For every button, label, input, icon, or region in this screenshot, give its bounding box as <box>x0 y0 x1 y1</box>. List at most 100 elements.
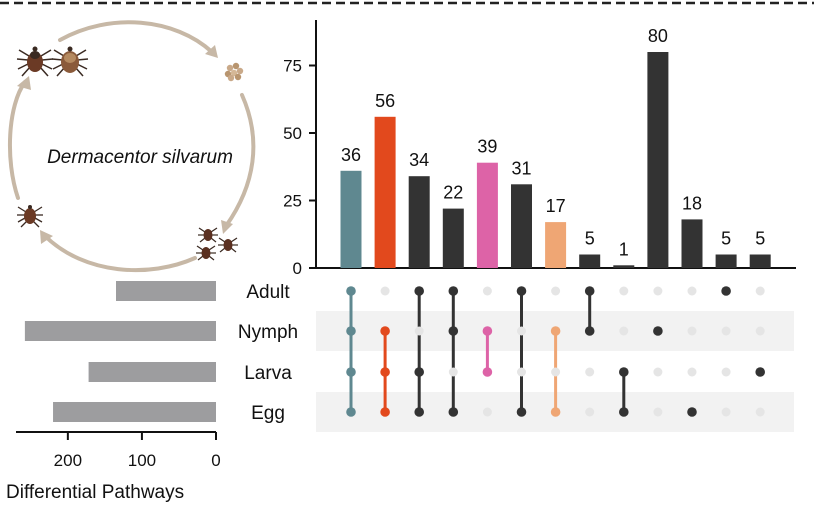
matrix-dot-active <box>346 326 356 336</box>
matrix-dot-inactive <box>721 367 731 377</box>
matrix-dot-inactive <box>517 367 526 377</box>
matrix-dot-inactive <box>687 326 697 336</box>
y-tick-label: 75 <box>283 57 302 76</box>
matrix-dot-active <box>653 326 663 336</box>
matrix-dot-active <box>721 286 731 296</box>
matrix-dot-active <box>448 286 459 296</box>
intersection-y-ticks: 0 25 50 75 <box>283 57 316 278</box>
set-size-bar <box>116 281 216 301</box>
matrix-dot-active <box>346 407 356 417</box>
bar-value-label: 31 <box>511 158 531 178</box>
matrix-dot-active <box>584 326 595 336</box>
intersection-bar <box>511 184 532 268</box>
bar-value-label: 80 <box>648 26 668 46</box>
matrix-dot-active <box>619 407 629 417</box>
nymph-tick-icon <box>17 205 43 228</box>
matrix-dot-inactive <box>380 286 390 296</box>
matrix-dot-inactive <box>755 407 765 417</box>
intersection-bars: 36 56 34 22 39 31 17 5 1 80 18 5 5 <box>340 26 771 268</box>
matrix-dot-inactive <box>619 286 629 296</box>
set-size-axis-label: Differential Pathways <box>6 482 184 503</box>
cycle-arrowhead-left <box>17 76 31 90</box>
matrix-dot-inactive <box>517 326 526 336</box>
matrix-dot-inactive <box>755 286 765 296</box>
adult-tick-icon <box>16 46 54 77</box>
matrix-dot-active <box>414 367 425 377</box>
x-tick-label: 0 <box>211 451 220 470</box>
set-size-bar <box>24 321 217 341</box>
set-label: Adult <box>246 282 290 303</box>
intersection-bar <box>579 254 601 268</box>
intersection-bar <box>715 254 737 268</box>
matrix-dot-inactive <box>687 367 697 377</box>
bar-value-label: 36 <box>341 145 361 165</box>
intersection-bar <box>442 208 464 268</box>
intersection-bar <box>476 162 498 268</box>
intersection-bar-chart: 0 25 50 75 36 56 34 22 39 31 17 5 1 80 18 5 5 <box>283 20 796 278</box>
matrix-dot-active <box>346 367 356 377</box>
cycle-arrowhead-top <box>205 45 218 58</box>
matrix-dot-active <box>448 326 459 336</box>
matrix-dot-active <box>414 286 425 296</box>
species-name: Dermacentor silvarum <box>47 147 233 168</box>
matrix-dot-active <box>619 367 629 377</box>
intersection-bar <box>647 52 669 268</box>
matrix-dot-inactive <box>653 367 663 377</box>
adult-tick-icon-2 <box>51 46 89 77</box>
matrix-dot-active <box>482 367 493 377</box>
matrix-dot-inactive <box>482 407 492 417</box>
matrix-dot-inactive <box>619 326 629 336</box>
matrix-dot-inactive <box>448 367 458 377</box>
bar-value-label: 22 <box>443 183 463 203</box>
cycle-arrow-top <box>58 20 214 54</box>
matrix-dot-active <box>448 407 459 417</box>
matrix-dot-inactive <box>585 407 595 417</box>
matrix-dot-active <box>380 326 390 336</box>
bar-value-label: 5 <box>585 229 595 249</box>
cycle-arrow-right <box>224 93 256 228</box>
matrix-dot-inactive <box>721 326 731 336</box>
intersection-bar <box>545 222 567 268</box>
matrix-dot-active <box>687 407 697 417</box>
matrix-dot-inactive <box>482 286 492 296</box>
set-size-bar <box>53 402 217 422</box>
egg-cluster-icon <box>224 62 244 82</box>
bar-value-label: 5 <box>755 229 765 249</box>
x-tick-label: 100 <box>128 451 156 470</box>
y-tick-label: 25 <box>283 192 302 211</box>
matrix-dot-inactive <box>721 407 731 417</box>
intersection-bar <box>374 116 396 268</box>
y-tick-label: 50 <box>283 124 302 143</box>
bar-value-label: 39 <box>477 137 497 157</box>
cycle-arrow-left <box>7 80 27 200</box>
bar-value-label: 56 <box>375 91 395 111</box>
set-size-bar <box>88 362 216 382</box>
matrix-dot-active <box>550 407 561 417</box>
matrix-dot-active <box>482 326 493 336</box>
set-label: Egg <box>251 403 285 424</box>
matrix-dot-inactive <box>653 286 663 296</box>
matrix-dot-active <box>755 367 765 377</box>
intersection-bar <box>613 265 635 268</box>
matrix-dot-active <box>414 407 425 417</box>
matrix-dot-inactive <box>755 326 765 336</box>
larva-tick-icon <box>196 227 238 261</box>
life-cycle-illustration: Dermacentor silvarum <box>7 20 256 273</box>
bar-value-label: 17 <box>546 196 566 216</box>
intersection-bar <box>340 170 362 268</box>
cycle-arrowhead-bottom <box>40 230 53 244</box>
membership-matrix: Adult Nymph Larva Egg <box>238 282 794 432</box>
cycle-arrowhead-right <box>221 220 233 234</box>
set-size-chart: 200 100 0 Differential Pathways <box>6 281 221 503</box>
matrix-dot-inactive <box>653 407 663 417</box>
bar-value-label: 18 <box>682 193 702 213</box>
y-tick-label: 0 <box>293 259 302 278</box>
matrix-dot-active <box>380 367 390 377</box>
matrix-dot-active <box>516 407 527 417</box>
cycle-arrow-bottom <box>43 234 197 273</box>
bar-value-label: 34 <box>409 150 429 170</box>
x-tick-label: 200 <box>54 451 82 470</box>
set-label: Nymph <box>238 322 298 343</box>
intersection-bar <box>681 219 703 268</box>
